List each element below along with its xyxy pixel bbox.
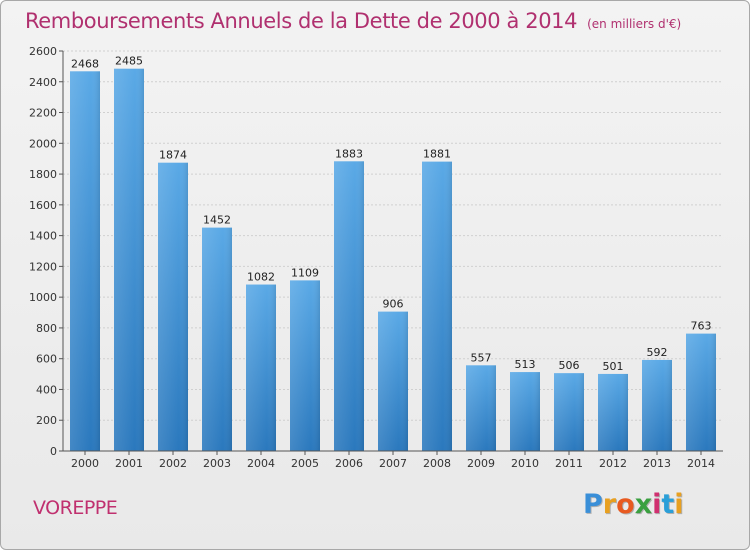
x-tick-label: 2008 [423, 457, 451, 470]
y-tick-label: 1000 [29, 291, 57, 304]
y-tick-label: 1600 [29, 199, 57, 212]
bars: 2468 2485 1874 1452 1082 1109 1883 906 1881 557 51… [70, 55, 716, 452]
bar-value-label: 2485 [115, 55, 143, 68]
bar-value-label: 906 [383, 298, 404, 311]
bar-value-label: 2468 [71, 57, 99, 70]
bar-value-label: 1874 [159, 149, 187, 162]
y-tick-label: 400 [36, 383, 57, 396]
title-text: Remboursements Annuels de la Dette de 20… [25, 9, 578, 33]
y-tick-label: 2200 [29, 107, 57, 120]
bar-value-label: 1082 [247, 271, 275, 284]
bar-shade [70, 71, 100, 452]
x-tick-label: 2000 [71, 457, 99, 470]
y-tick-label: 2000 [29, 137, 57, 150]
bar-shade [246, 284, 276, 451]
x-tick-label: 2011 [555, 457, 583, 470]
y-tick-label: 1400 [29, 230, 57, 243]
bar-shade [334, 161, 364, 452]
x-tick-label: 2002 [159, 457, 187, 470]
bar-shade [378, 311, 408, 451]
x-tick-label: 2004 [247, 457, 275, 470]
y-tick-label: 0 [50, 445, 57, 458]
x-tick-label: 2009 [467, 457, 495, 470]
bar-value-label: 763 [691, 320, 712, 333]
bar-value-label: 506 [559, 359, 580, 372]
y-tick-label: 1200 [29, 260, 57, 273]
x-tick-label: 2012 [599, 457, 627, 470]
bar-shade [422, 161, 452, 451]
bar-shade [598, 373, 628, 451]
y-tick-label: 2600 [29, 45, 57, 58]
bar-value-label: 501 [603, 360, 624, 373]
bar-value-label: 1109 [291, 266, 319, 279]
bar-shade [554, 373, 584, 451]
x-tick-label: 2013 [643, 457, 671, 470]
logo-letter: o [616, 489, 635, 520]
x-tick-label: 2005 [291, 457, 319, 470]
bar-value-label: 557 [471, 351, 492, 364]
bar-shade [466, 365, 496, 451]
logo-letter: t [661, 489, 675, 520]
bar-shade [510, 372, 540, 451]
x-tick-label: 2006 [335, 457, 363, 470]
bar-value-label: 1883 [335, 147, 363, 160]
chart-title: Remboursements Annuels de la Dette de 20… [25, 9, 681, 33]
x-tick-label: 2007 [379, 457, 407, 470]
bar-value-label: 1452 [203, 214, 231, 227]
axes: 0 200 400 600 800 1000 1200 1400 1600 1800 2000 220… [29, 45, 723, 470]
proxiti-logo[interactable]: Proxiti [583, 489, 684, 520]
bar-shade [114, 68, 144, 451]
chart-subtitle: (en milliers d'€) [587, 17, 682, 31]
bar-value-label: 1881 [423, 148, 451, 161]
bar-shade [290, 280, 320, 451]
bar-shade [642, 359, 672, 451]
x-tick-label: 2014 [687, 457, 715, 470]
bar-shade [686, 333, 716, 451]
x-tick-label: 2001 [115, 457, 143, 470]
logo-letter: P [583, 489, 603, 520]
city-name: VOREPPE [33, 497, 118, 519]
bar-value-label: 513 [515, 358, 536, 371]
bar-shade [202, 227, 232, 451]
y-tick-label: 200 [36, 414, 57, 427]
y-tick-label: 600 [36, 353, 57, 366]
logo-letter: x [634, 489, 653, 520]
y-tick-label: 800 [36, 322, 57, 335]
x-tick-label: 2010 [511, 457, 539, 470]
y-tick-label: 1800 [29, 168, 57, 181]
bar-shade [158, 162, 188, 451]
y-tick-label: 2400 [29, 76, 57, 89]
logo-letter: i [652, 489, 662, 520]
logo-letter: r [602, 489, 617, 520]
logo-letter: i [674, 489, 684, 520]
x-tick-label: 2003 [203, 457, 231, 470]
bar-value-label: 592 [647, 346, 668, 359]
